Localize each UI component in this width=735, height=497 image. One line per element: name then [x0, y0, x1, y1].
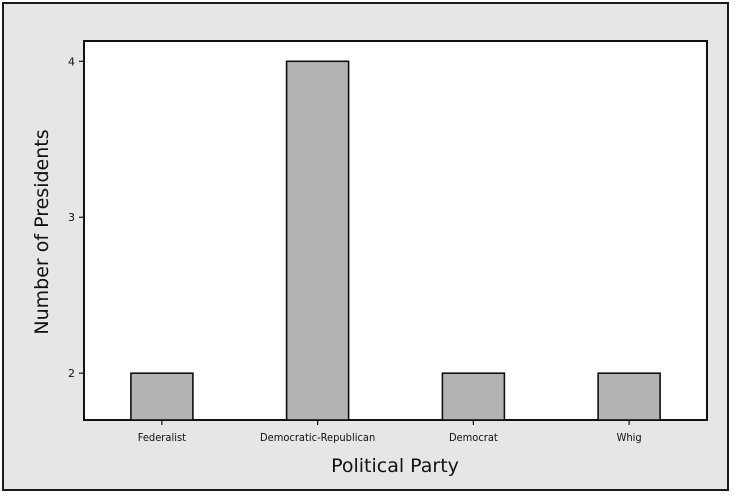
- x-tick-label: Democrat: [449, 431, 498, 444]
- x-tick-label: Whig: [617, 431, 642, 444]
- bar-democratic-republican: [285, 60, 350, 421]
- plot-area: [83, 40, 708, 421]
- y-tick-label: 3: [68, 211, 75, 224]
- y-axis-title: Number of Presidents: [31, 129, 53, 334]
- x-tick-label: Democratic-Republican: [260, 431, 375, 444]
- bar-whig: [597, 372, 661, 421]
- bars-group: [130, 60, 661, 421]
- y-axis: 2 3 4: [68, 55, 84, 380]
- bar-federalist: [130, 372, 194, 421]
- y-tick-label: 2: [68, 367, 75, 380]
- x-axis-title: Political Party: [331, 455, 459, 477]
- x-tick-label: Federalist: [138, 431, 186, 444]
- bar-democrat: [441, 372, 506, 421]
- x-axis: Federalist Democratic-Republican Democrat W…: [138, 420, 642, 444]
- y-tick-label: 4: [68, 55, 75, 68]
